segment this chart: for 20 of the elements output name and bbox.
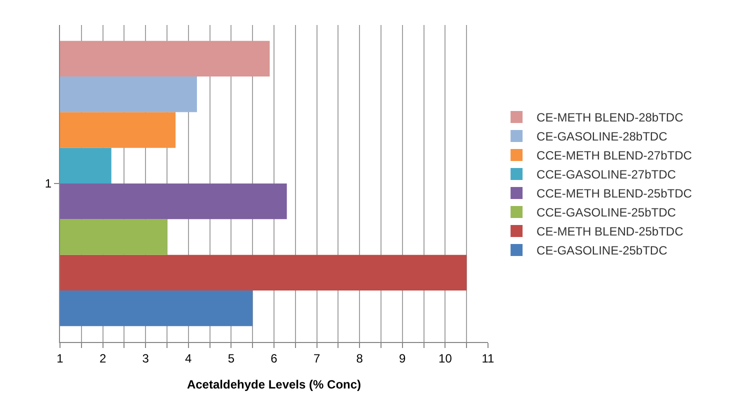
legend-label: CE-METH BLEND-25bTDC: [536, 224, 684, 239]
legend-label: CCE-GASOLINE-25bTDC: [536, 206, 676, 220]
x-tick-label: 5: [228, 351, 235, 366]
x-tick-label: 1: [56, 351, 64, 366]
x-tick-label: 2: [99, 351, 106, 366]
x-tick-label: 7: [313, 351, 320, 366]
legend-label: CE-GASOLINE-28bTDC: [536, 130, 668, 144]
legend-label: CE-METH BLEND-28bTDC: [536, 110, 684, 125]
x-axis-title: Acetaldehyde Levels (% Conc): [186, 377, 362, 392]
legend-label: CCE-METH BLEND-27bTDC: [536, 148, 692, 163]
x-tick-label: 10: [438, 351, 452, 366]
legend-label: CCE-GASOLINE-27bTDC: [536, 168, 676, 182]
x-tick-label: 9: [399, 351, 406, 366]
legend-label: CCE-METH BLEND-25bTDC: [536, 186, 692, 201]
x-tick-label: 6: [270, 351, 278, 366]
x-tick-label: 8: [356, 351, 364, 366]
x-tick-label: 11: [482, 351, 495, 366]
x-tick-label: 3: [142, 351, 150, 366]
x-tick-label: 4: [185, 351, 192, 366]
legend-label: CE-GASOLINE-25bTDC: [536, 244, 668, 258]
